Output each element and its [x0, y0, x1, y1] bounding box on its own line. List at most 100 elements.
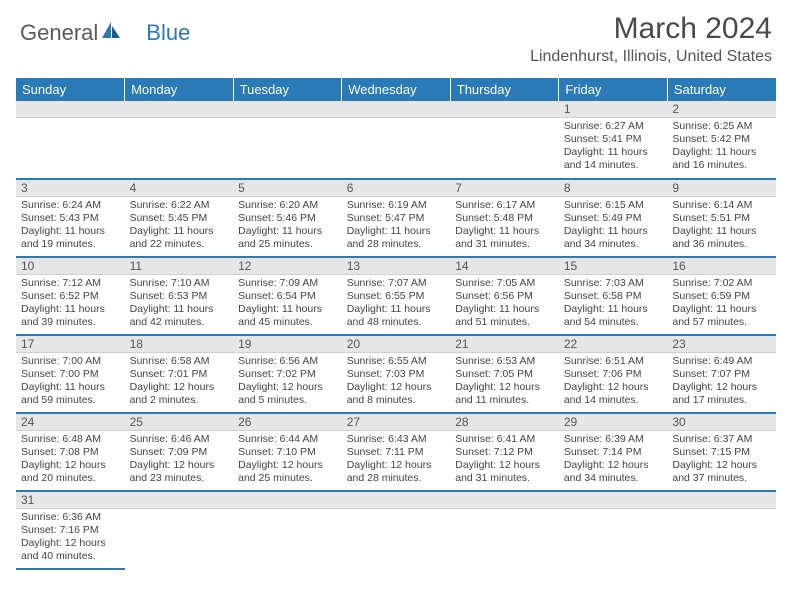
sunrise-text: Sunrise: 6:37 AM	[672, 433, 771, 446]
calendar-cell	[125, 491, 234, 569]
calendar-cell: 7Sunrise: 6:17 AMSunset: 5:48 PMDaylight…	[450, 179, 559, 257]
calendar-cell: 8Sunrise: 6:15 AMSunset: 5:49 PMDaylight…	[559, 179, 668, 257]
day-number	[16, 101, 125, 118]
weekday-header: Thursday	[450, 78, 559, 101]
calendar-cell: 15Sunrise: 7:03 AMSunset: 6:58 PMDayligh…	[559, 257, 668, 335]
daylight-text: Daylight: 11 hours and 19 minutes.	[21, 225, 120, 251]
sunrise-text: Sunrise: 7:02 AM	[672, 277, 771, 290]
day-number: 13	[342, 258, 451, 275]
sunrise-text: Sunrise: 6:46 AM	[130, 433, 229, 446]
sunrise-text: Sunrise: 6:22 AM	[130, 199, 229, 212]
sunrise-text: Sunrise: 6:39 AM	[564, 433, 663, 446]
daylight-text: Daylight: 11 hours and 42 minutes.	[130, 303, 229, 329]
daylight-text: Daylight: 11 hours and 34 minutes.	[564, 225, 663, 251]
daylight-text: Daylight: 11 hours and 16 minutes.	[672, 146, 771, 172]
sunset-text: Sunset: 6:56 PM	[455, 290, 554, 303]
sunset-text: Sunset: 7:07 PM	[672, 368, 771, 381]
day-content: Sunrise: 6:25 AMSunset: 5:42 PMDaylight:…	[667, 118, 776, 177]
day-number: 17	[16, 336, 125, 353]
calendar-cell: 19Sunrise: 6:56 AMSunset: 7:02 PMDayligh…	[233, 335, 342, 413]
day-content: Sunrise: 7:03 AMSunset: 6:58 PMDaylight:…	[559, 275, 668, 334]
daylight-text: Daylight: 11 hours and 39 minutes.	[21, 303, 120, 329]
calendar-cell	[667, 491, 776, 569]
day-number: 14	[450, 258, 559, 275]
sunrise-text: Sunrise: 6:19 AM	[347, 199, 446, 212]
sunset-text: Sunset: 6:53 PM	[130, 290, 229, 303]
day-number: 3	[16, 180, 125, 197]
day-content: Sunrise: 6:37 AMSunset: 7:15 PMDaylight:…	[667, 431, 776, 490]
sunset-text: Sunset: 7:05 PM	[455, 368, 554, 381]
day-number: 9	[667, 180, 776, 197]
day-number: 6	[342, 180, 451, 197]
day-content: Sunrise: 6:15 AMSunset: 5:49 PMDaylight:…	[559, 197, 668, 256]
sunrise-text: Sunrise: 7:09 AM	[238, 277, 337, 290]
calendar-row: 17Sunrise: 7:00 AMSunset: 7:00 PMDayligh…	[16, 335, 776, 413]
day-content: Sunrise: 6:53 AMSunset: 7:05 PMDaylight:…	[450, 353, 559, 412]
day-number: 30	[667, 414, 776, 431]
calendar-row: 31Sunrise: 6:36 AMSunset: 7:16 PMDayligh…	[16, 491, 776, 569]
day-content: Sunrise: 6:41 AMSunset: 7:12 PMDaylight:…	[450, 431, 559, 490]
day-number	[559, 492, 668, 509]
day-number: 27	[342, 414, 451, 431]
sunrise-text: Sunrise: 7:00 AM	[21, 355, 120, 368]
daylight-text: Daylight: 12 hours and 37 minutes.	[672, 459, 771, 485]
calendar-cell	[450, 101, 559, 179]
day-content: Sunrise: 6:51 AMSunset: 7:06 PMDaylight:…	[559, 353, 668, 412]
calendar-cell: 1Sunrise: 6:27 AMSunset: 5:41 PMDaylight…	[559, 101, 668, 179]
sunset-text: Sunset: 5:51 PM	[672, 212, 771, 225]
calendar-cell	[125, 101, 234, 179]
calendar-cell: 5Sunrise: 6:20 AMSunset: 5:46 PMDaylight…	[233, 179, 342, 257]
sunset-text: Sunset: 7:15 PM	[672, 446, 771, 459]
daylight-text: Daylight: 11 hours and 36 minutes.	[672, 225, 771, 251]
sunrise-text: Sunrise: 7:10 AM	[130, 277, 229, 290]
day-content: Sunrise: 6:46 AMSunset: 7:09 PMDaylight:…	[125, 431, 234, 490]
location-text: Lindenhurst, Illinois, United States	[530, 48, 772, 66]
sunset-text: Sunset: 7:01 PM	[130, 368, 229, 381]
daylight-text: Daylight: 12 hours and 20 minutes.	[21, 459, 120, 485]
sunset-text: Sunset: 7:10 PM	[238, 446, 337, 459]
sunset-text: Sunset: 7:02 PM	[238, 368, 337, 381]
daylight-text: Daylight: 11 hours and 54 minutes.	[564, 303, 663, 329]
sunset-text: Sunset: 6:58 PM	[564, 290, 663, 303]
daylight-text: Daylight: 11 hours and 51 minutes.	[455, 303, 554, 329]
day-number: 20	[342, 336, 451, 353]
daylight-text: Daylight: 11 hours and 31 minutes.	[455, 225, 554, 251]
daylight-text: Daylight: 11 hours and 14 minutes.	[564, 146, 663, 172]
sunrise-text: Sunrise: 6:44 AM	[238, 433, 337, 446]
daylight-text: Daylight: 12 hours and 23 minutes.	[130, 459, 229, 485]
sunrise-text: Sunrise: 6:56 AM	[238, 355, 337, 368]
calendar-row: 10Sunrise: 7:12 AMSunset: 6:52 PMDayligh…	[16, 257, 776, 335]
sunrise-text: Sunrise: 6:49 AM	[672, 355, 771, 368]
day-content: Sunrise: 6:43 AMSunset: 7:11 PMDaylight:…	[342, 431, 451, 490]
sunset-text: Sunset: 7:09 PM	[130, 446, 229, 459]
calendar-cell: 23Sunrise: 6:49 AMSunset: 7:07 PMDayligh…	[667, 335, 776, 413]
sunrise-text: Sunrise: 6:48 AM	[21, 433, 120, 446]
day-content: Sunrise: 6:44 AMSunset: 7:10 PMDaylight:…	[233, 431, 342, 490]
calendar-cell: 12Sunrise: 7:09 AMSunset: 6:54 PMDayligh…	[233, 257, 342, 335]
calendar-cell: 3Sunrise: 6:24 AMSunset: 5:43 PMDaylight…	[16, 179, 125, 257]
day-content: Sunrise: 6:22 AMSunset: 5:45 PMDaylight:…	[125, 197, 234, 256]
calendar-cell: 22Sunrise: 6:51 AMSunset: 7:06 PMDayligh…	[559, 335, 668, 413]
calendar-row: 24Sunrise: 6:48 AMSunset: 7:08 PMDayligh…	[16, 413, 776, 491]
day-content: Sunrise: 6:20 AMSunset: 5:46 PMDaylight:…	[233, 197, 342, 256]
sunset-text: Sunset: 7:12 PM	[455, 446, 554, 459]
day-number: 26	[233, 414, 342, 431]
calendar-cell	[233, 101, 342, 179]
weekday-header: Saturday	[667, 78, 776, 101]
calendar-cell: 6Sunrise: 6:19 AMSunset: 5:47 PMDaylight…	[342, 179, 451, 257]
sunrise-text: Sunrise: 7:12 AM	[21, 277, 120, 290]
day-content: Sunrise: 6:24 AMSunset: 5:43 PMDaylight:…	[16, 197, 125, 256]
sunrise-text: Sunrise: 6:55 AM	[347, 355, 446, 368]
daylight-text: Daylight: 11 hours and 57 minutes.	[672, 303, 771, 329]
day-number	[342, 101, 451, 118]
sunrise-text: Sunrise: 6:20 AM	[238, 199, 337, 212]
calendar-row: 3Sunrise: 6:24 AMSunset: 5:43 PMDaylight…	[16, 179, 776, 257]
calendar-cell	[342, 491, 451, 569]
day-content: Sunrise: 7:09 AMSunset: 6:54 PMDaylight:…	[233, 275, 342, 334]
calendar-cell: 21Sunrise: 6:53 AMSunset: 7:05 PMDayligh…	[450, 335, 559, 413]
sunset-text: Sunset: 7:03 PM	[347, 368, 446, 381]
sunset-text: Sunset: 5:48 PM	[455, 212, 554, 225]
weekday-header: Wednesday	[342, 78, 451, 101]
calendar-cell	[233, 491, 342, 569]
sunset-text: Sunset: 5:45 PM	[130, 212, 229, 225]
